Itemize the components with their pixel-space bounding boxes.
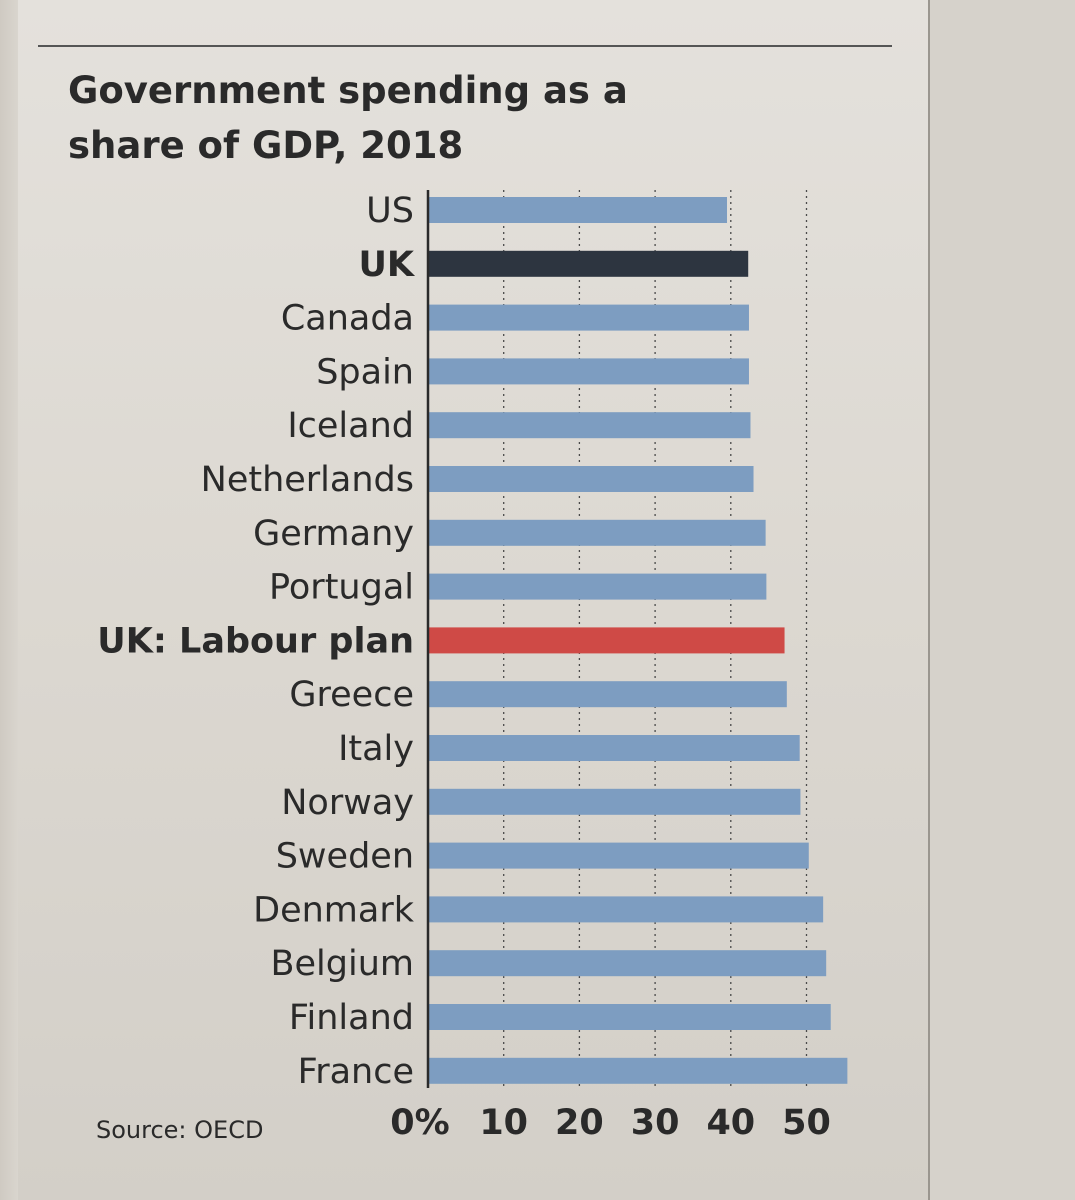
bar-france [428, 1057, 848, 1084]
category-label-germany: Germany [253, 514, 414, 554]
category-labels: US UK Canada Spain Iceland Netherlands Germany… [97, 191, 416, 1092]
bar-norway [428, 788, 801, 815]
x-tick-label-10: 10 [479, 1103, 528, 1143]
category-label-uk-labour-plan: UK: Labour plan [97, 621, 414, 661]
bar-netherlands [428, 466, 754, 492]
x-tick-label-0: 0% [390, 1103, 449, 1143]
x-tick-label-40: 40 [706, 1103, 755, 1143]
bar-spain [428, 358, 749, 385]
bar-germany [428, 519, 766, 546]
category-label-greece: Greece [289, 675, 414, 715]
bar-portugal [428, 573, 767, 600]
bar-sweden [428, 842, 809, 869]
category-label-iceland: Iceland [287, 406, 414, 446]
bar-iceland [428, 412, 751, 439]
bar-canada [428, 304, 749, 331]
bar-italy [428, 735, 800, 761]
bar-belgium [428, 950, 827, 977]
category-label-portugal: Portugal [269, 568, 414, 608]
category-label-canada: Canada [281, 299, 414, 339]
category-label-spain: Spain [316, 352, 414, 392]
bars [428, 197, 848, 1084]
category-label-sweden: Sweden [276, 837, 414, 877]
category-label-netherlands: Netherlands [201, 460, 414, 500]
bar-uk-labour-plan [428, 627, 785, 654]
chart-title-line-2: share of GDP, 2018 [68, 124, 463, 167]
category-label-finland: Finland [289, 998, 414, 1038]
category-label-denmark: Denmark [253, 890, 415, 930]
category-label-france: France [298, 1052, 414, 1092]
x-tick-label-50: 50 [782, 1103, 831, 1143]
category-label-us: US [366, 191, 414, 231]
bar-greece [428, 681, 787, 708]
adjacent-text-column [930, 0, 1075, 1200]
bar-uk [428, 250, 749, 277]
column-divider [928, 0, 930, 1200]
category-label-norway: Norway [281, 783, 414, 823]
page-edge [0, 0, 18, 1200]
category-label-belgium: Belgium [271, 944, 415, 984]
x-tick-label-30: 30 [631, 1103, 680, 1143]
chart-title-line-1: Government spending as a [68, 69, 628, 112]
bar-finland [428, 1004, 831, 1030]
source-note: Source: OECD [96, 1116, 263, 1144]
category-label-uk: UK [358, 245, 415, 285]
bar-denmark [428, 896, 824, 923]
x-axis-ticks: 0% 10 20 30 40 50 [390, 1103, 831, 1143]
bar-us [428, 197, 728, 223]
category-label-italy: Italy [338, 729, 414, 769]
x-tick-label-20: 20 [555, 1103, 604, 1143]
